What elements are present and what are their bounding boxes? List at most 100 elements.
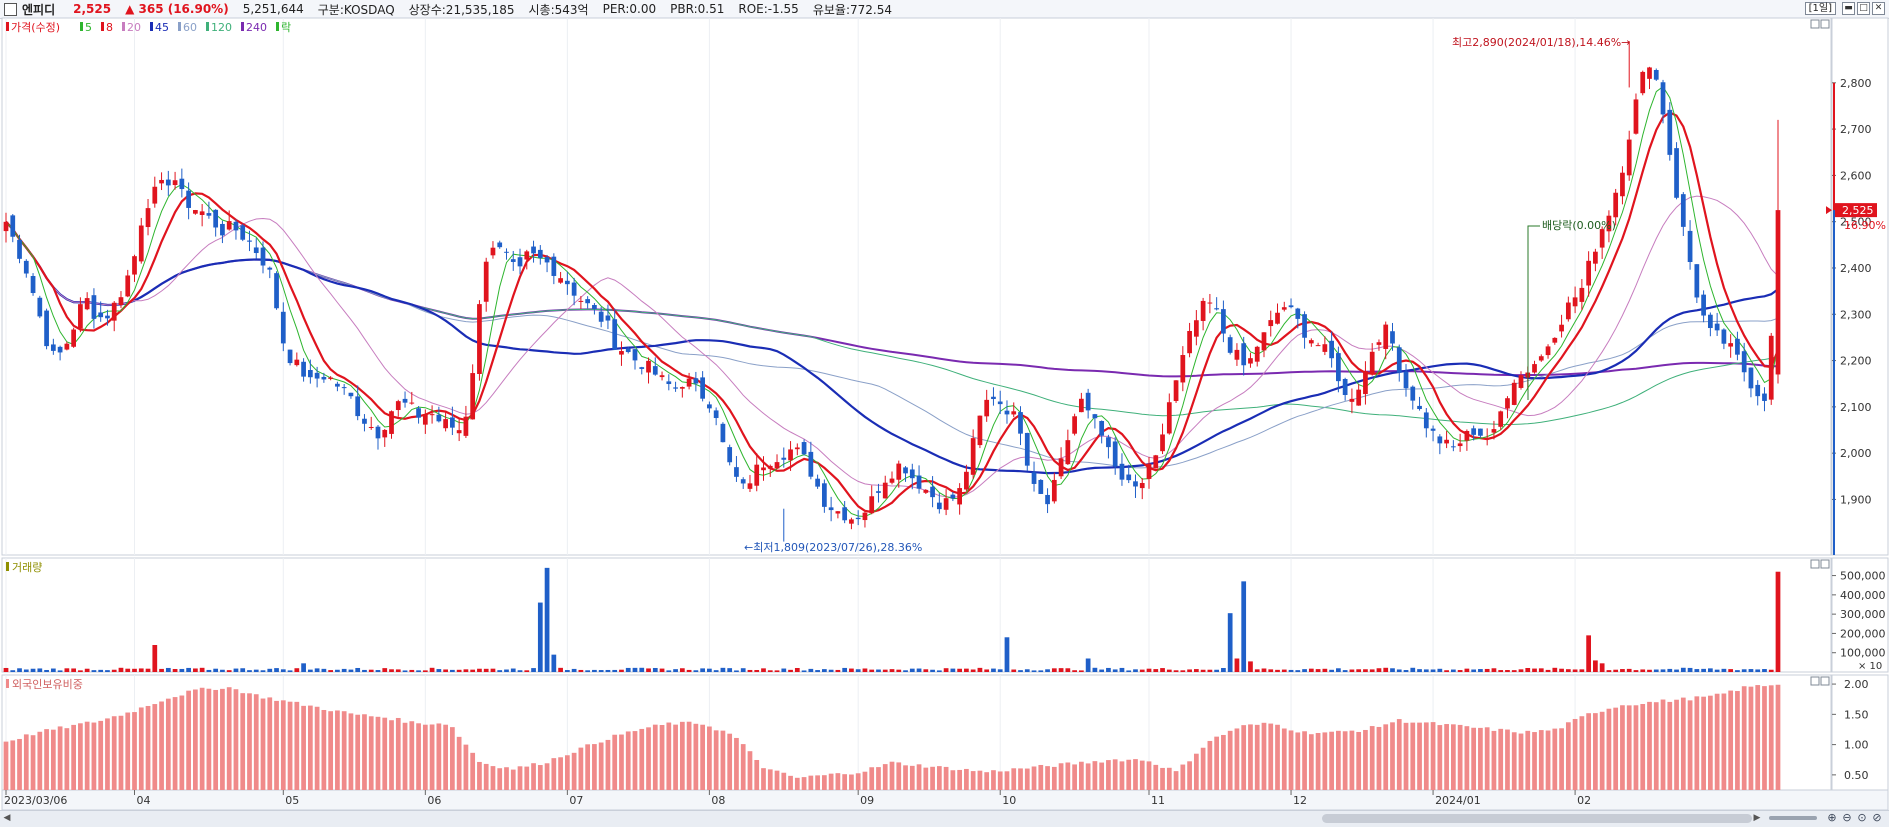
volume-bar <box>44 669 49 672</box>
zoom-fit-icon[interactable]: ⊘ <box>1872 811 1882 824</box>
price-candle <box>571 277 577 306</box>
volume-bar <box>639 667 645 672</box>
pbr-value: PBR:0.51 <box>670 2 725 16</box>
price-candle <box>1674 142 1679 200</box>
volume-bar <box>1545 669 1551 672</box>
foreign-ratio-bar <box>964 768 969 790</box>
volume-bar <box>314 668 320 672</box>
candle-body <box>801 442 807 455</box>
foreign-ratio-bar <box>30 735 36 790</box>
volume-bar <box>382 668 388 672</box>
candle-body <box>619 351 624 355</box>
zoom-slider[interactable] <box>1769 816 1817 820</box>
volume-bar <box>78 670 83 672</box>
price-candle <box>788 441 793 471</box>
foreign-ratio-bar <box>78 723 83 790</box>
candle-body <box>869 496 875 514</box>
candle-body <box>916 475 922 489</box>
price-change: ▲ 365 (16.90%) <box>125 2 229 16</box>
volume-bar <box>659 668 665 672</box>
scroll-thumb[interactable] <box>1322 814 1752 823</box>
price-candle <box>226 210 232 231</box>
foreign-ratio-bar <box>673 724 678 790</box>
close-icon[interactable]: ✕ <box>1872 2 1885 15</box>
foreign-ratio-bar <box>105 718 110 790</box>
candle-body <box>1369 351 1375 374</box>
candle-body <box>1018 412 1023 434</box>
volume-bar <box>909 668 915 672</box>
volume-bar <box>220 669 225 672</box>
period-button[interactable]: [1일] <box>1804 2 1836 15</box>
foreign-ratio-bar <box>585 744 591 790</box>
zoom-reset-icon[interactable]: ⊙ <box>1857 811 1867 824</box>
volume-bar <box>1410 667 1416 672</box>
candle-body <box>213 209 219 228</box>
foreign-ratio-bar <box>1674 699 1679 790</box>
candle-body <box>713 410 719 419</box>
high-price-annotation: 최고2,890(2024/01/18),14.46%→ <box>1452 36 1630 49</box>
price-candle <box>564 271 570 295</box>
date-axis-label: 08 <box>711 794 725 807</box>
foreign-ratio-bar <box>781 772 787 790</box>
price-candle <box>1221 300 1226 343</box>
price-candle <box>876 483 881 503</box>
foreign-legend-swatch <box>6 679 9 688</box>
price-candle <box>1735 331 1740 361</box>
candle-body <box>1214 308 1220 310</box>
zoom-in-icon[interactable]: ⊕ <box>1827 811 1837 824</box>
foreign-ratio-bar <box>923 767 929 790</box>
price-candle <box>1741 342 1747 382</box>
foreign-ratio-bar <box>1417 722 1422 790</box>
candle-body <box>1660 82 1666 115</box>
foreign-ratio-bar <box>1552 728 1558 790</box>
candle-body <box>1545 346 1551 356</box>
price-candle <box>213 209 219 237</box>
volume-bar <box>165 667 171 672</box>
candle-body <box>1133 481 1138 487</box>
bottom-scrollbar[interactable]: ◀ ▶ ⊕ ⊖ ⊙ ⊘ <box>0 810 1889 827</box>
candle-body <box>78 304 83 329</box>
foreign-ratio-bar <box>3 741 9 790</box>
candle-body <box>578 300 584 302</box>
price-candle <box>686 372 692 390</box>
price-candle <box>964 464 969 492</box>
volume-bar <box>1356 669 1362 672</box>
foreign-ratio-bar <box>855 773 861 790</box>
foreign-ratio-bar <box>1721 693 1727 790</box>
price-candle <box>909 463 915 490</box>
price-candle <box>389 410 394 439</box>
volume-bar <box>1295 670 1301 672</box>
foreign-ratio-bar <box>1038 764 1044 790</box>
price-candle <box>17 234 22 264</box>
volume-bar <box>1234 658 1240 672</box>
candle-body <box>199 211 205 215</box>
scroll-left-icon[interactable]: ◀ <box>3 813 11 823</box>
price-candle <box>794 443 800 456</box>
select-checkbox[interactable] <box>4 2 17 16</box>
volume-bar <box>598 670 604 672</box>
moving-average-8-line <box>5 111 1780 514</box>
volume-bar <box>57 670 63 672</box>
price-candle <box>1464 429 1470 451</box>
candle-body <box>1390 331 1395 344</box>
zoom-out-icon[interactable]: ⊖ <box>1842 811 1852 824</box>
candle-body <box>1011 411 1017 415</box>
scroll-right-icon[interactable]: ▶ <box>1753 813 1761 823</box>
minimize-icon[interactable]: ▬ <box>1842 2 1855 15</box>
price-candle <box>619 341 624 366</box>
candle-body <box>585 299 591 304</box>
foreign-ratio-bar <box>1640 704 1646 790</box>
foreign-ratio-bar <box>970 771 976 790</box>
candle-body <box>470 373 476 420</box>
foreign-ratio-bar <box>17 738 22 790</box>
maximize-icon[interactable]: □ <box>1857 2 1870 15</box>
foreign-ratio-bar <box>950 770 956 790</box>
volume-bar <box>984 669 990 672</box>
foreign-ratio-bar <box>1694 696 1700 790</box>
last-price-pointer <box>1826 206 1832 215</box>
price-candle <box>1336 346 1341 393</box>
candle-body <box>23 260 29 274</box>
foreign-ratio-bar <box>849 774 854 790</box>
foreign-ratio-bar <box>1187 761 1192 790</box>
